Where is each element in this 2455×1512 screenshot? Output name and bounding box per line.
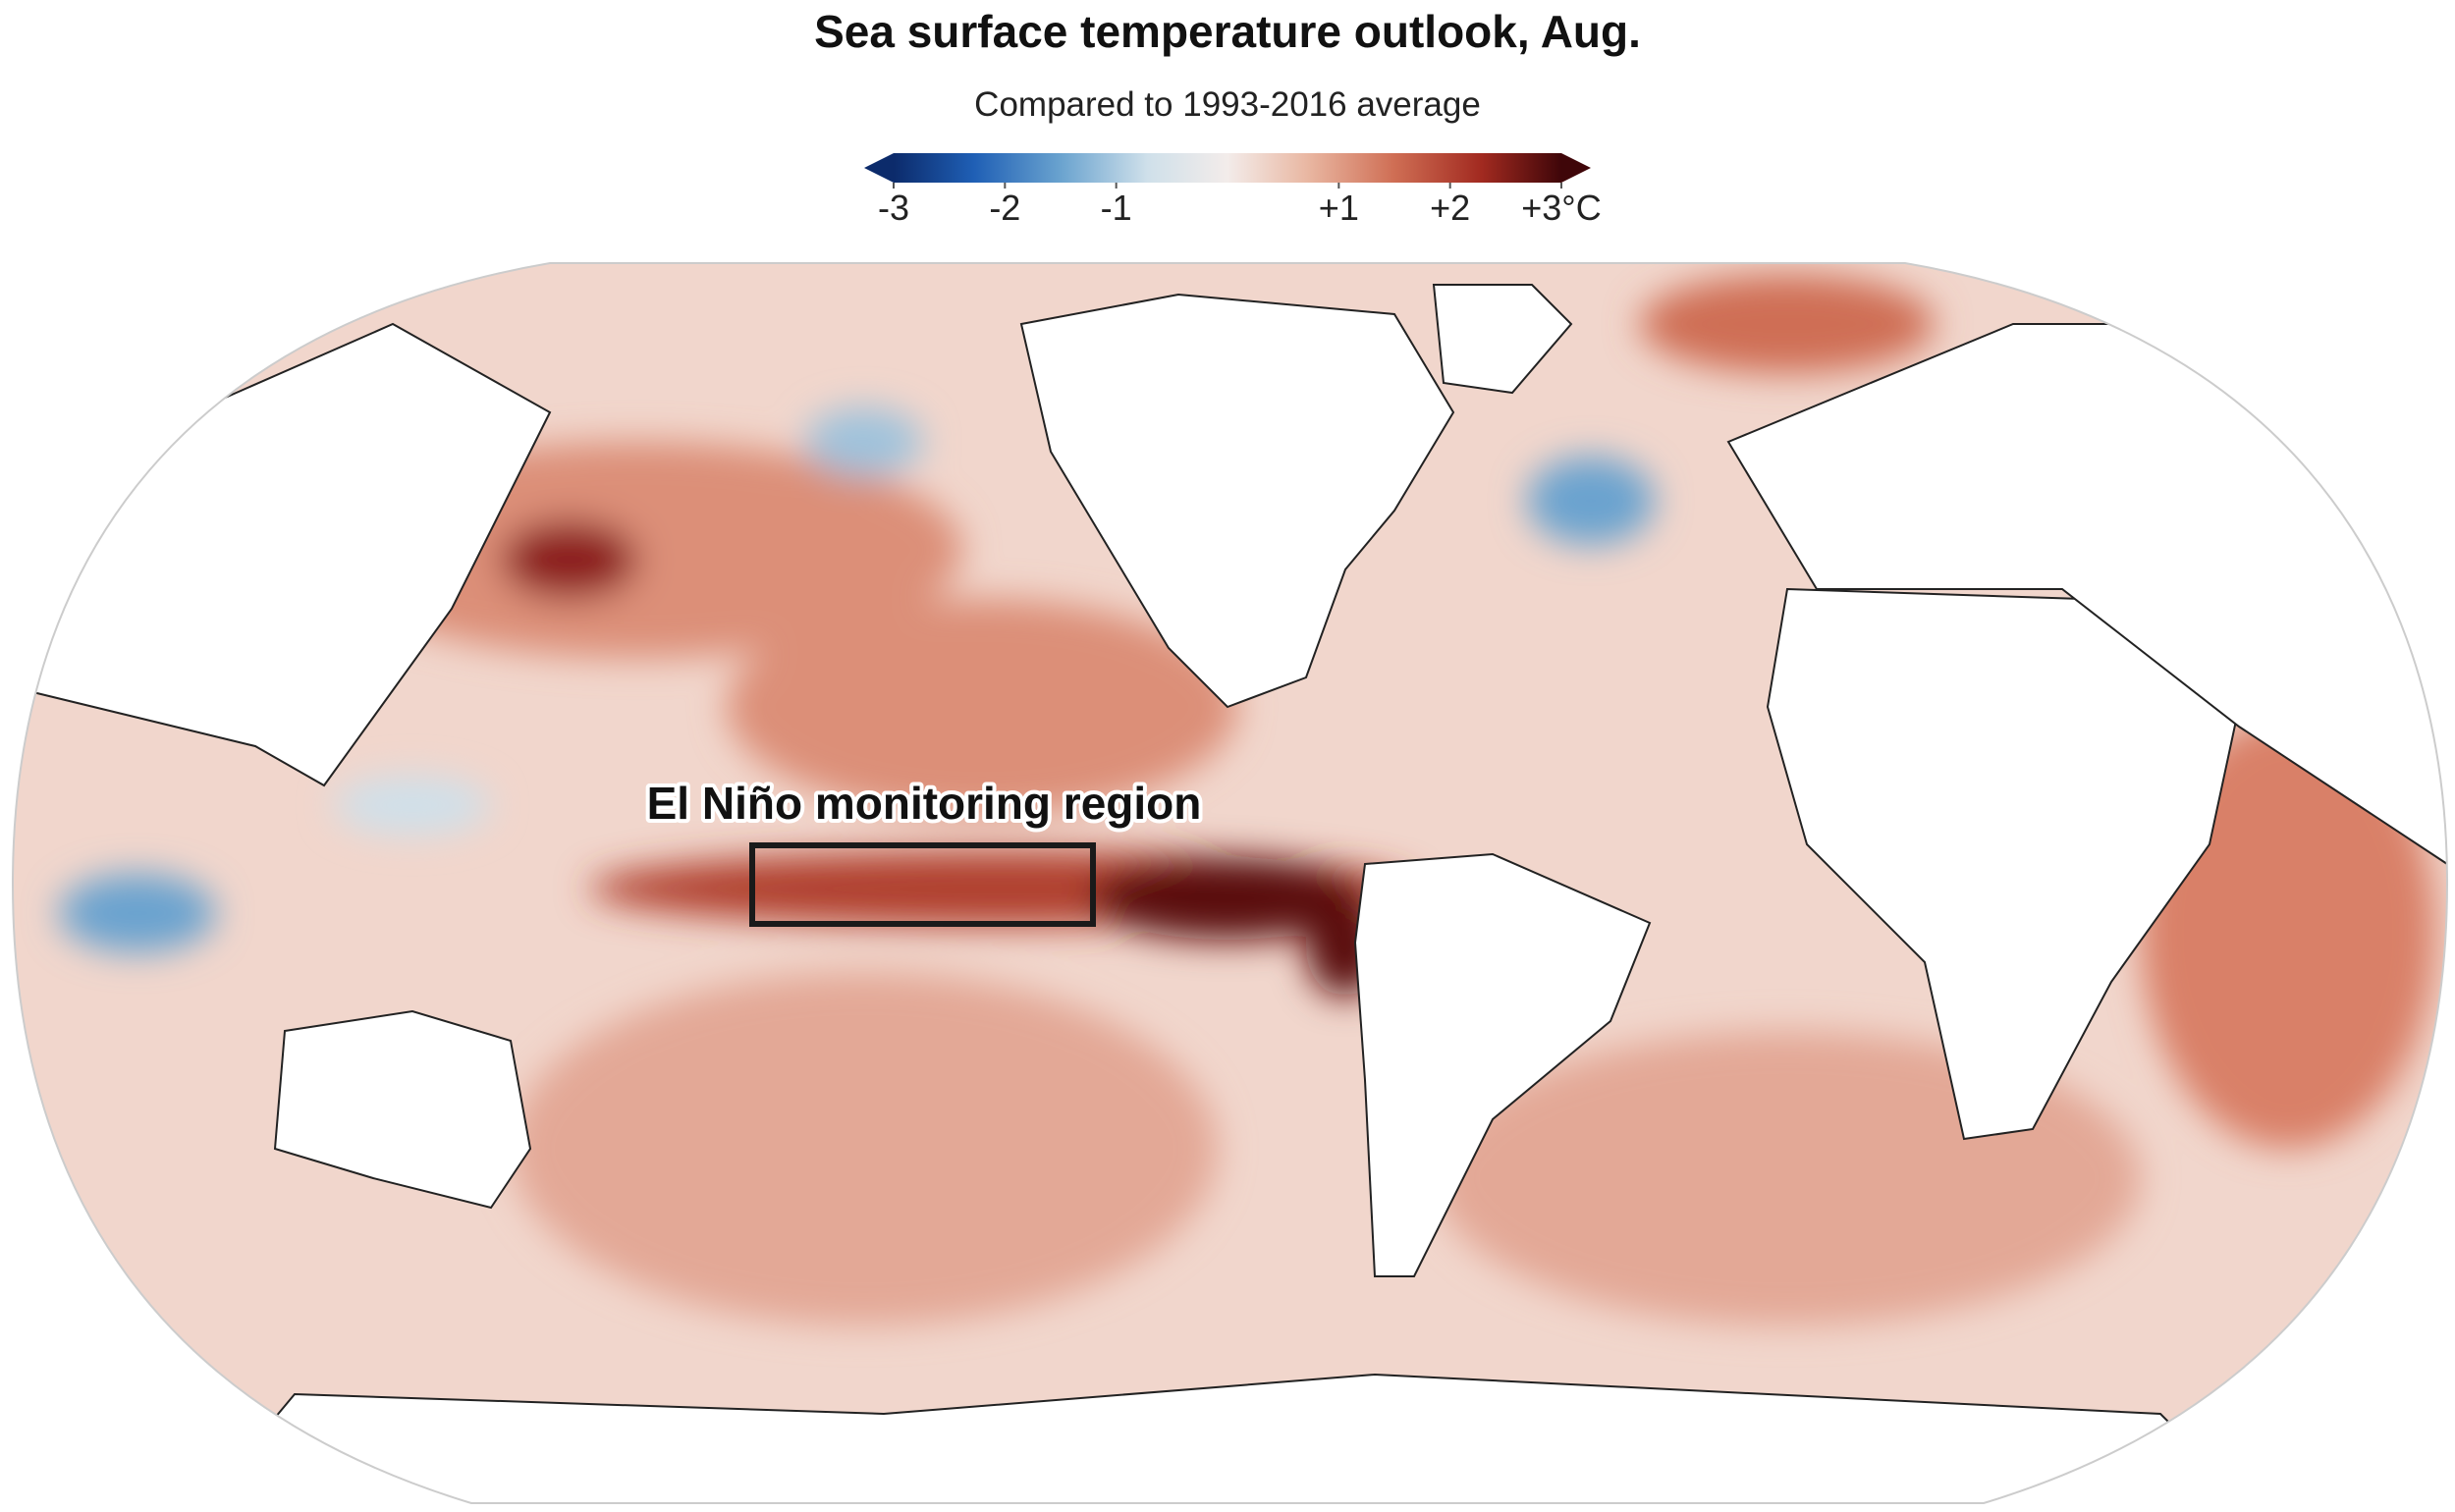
colorbar-ramp — [894, 153, 1561, 183]
land — [13, 284, 2447, 1503]
colorbar-tick-label: -2 — [989, 188, 1020, 228]
colorbar-ticks: -3 -2 -1 +1 +2 +3°C — [878, 183, 1602, 228]
title: Sea surface temperature outlook, Aug. — [814, 6, 1641, 57]
colorbar-high-end — [1561, 153, 1591, 183]
globe-outline — [11, 262, 2449, 1504]
colorbar-tick-label: -1 — [1101, 188, 1132, 228]
subtitle: Compared to 1993-2016 average — [974, 85, 1481, 124]
antarctica — [193, 1373, 2262, 1503]
eurasia-east — [1726, 323, 2447, 866]
colorbar — [864, 153, 1591, 183]
map — [13, 263, 2447, 1503]
annotation: El Niño monitoring region — [647, 778, 1202, 829]
colorbar-low-end — [864, 153, 894, 183]
greenland — [1432, 284, 1573, 395]
colorbar-tick-label: +1 — [1319, 188, 1359, 228]
south-america — [1353, 852, 1652, 1277]
north-america — [1019, 293, 1455, 709]
colorbar-tick-label: -3 — [878, 188, 909, 228]
australia — [273, 1009, 532, 1210]
colorbar-tick-label: +3°C — [1521, 188, 1601, 228]
colorbar-tick-label: +2 — [1430, 188, 1470, 228]
nino-region-box — [749, 842, 1096, 927]
